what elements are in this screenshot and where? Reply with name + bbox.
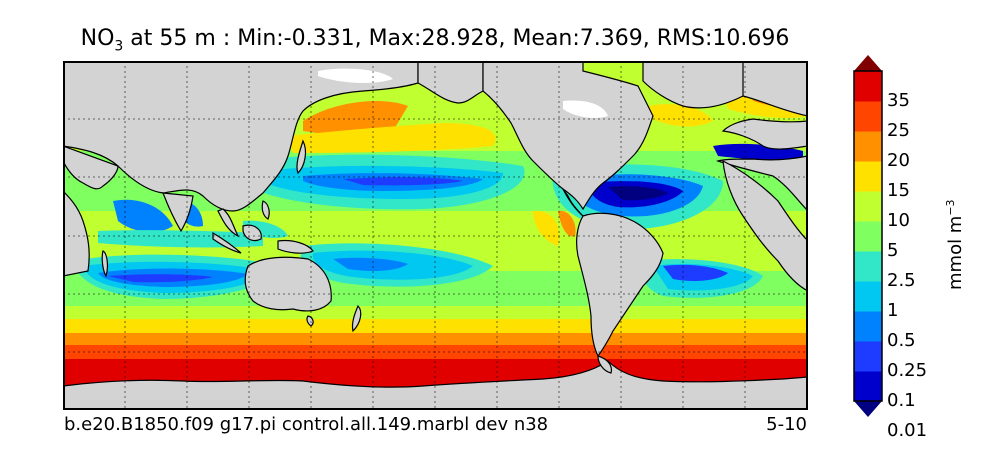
- title-variable-subscript: 3: [114, 38, 124, 55]
- ocean-map: [63, 61, 808, 410]
- colorbar-cell: [854, 161, 882, 192]
- colorbar-tick-label: 0.25: [887, 360, 928, 381]
- colorbar-cell: [854, 341, 882, 372]
- colorbar-cell: [854, 191, 882, 222]
- colorbar: [853, 55, 883, 417]
- field-labrador-yellow: [648, 104, 713, 127]
- title-variable: NO: [80, 26, 115, 51]
- land-madagascar: [101, 250, 109, 278]
- chart-title: NO3 at 55 m : Min:-0.331, Max:28.928, Me…: [0, 26, 870, 54]
- field-satl-gyre-blue: [663, 264, 728, 281]
- land-new-guinea: [277, 239, 314, 254]
- colorbar-tick-label: 20: [887, 150, 910, 171]
- land-sumatra: [212, 231, 242, 254]
- land-west-africa: [722, 159, 808, 292]
- map-border: [63, 61, 808, 410]
- colorbar-tick-label: 1: [887, 300, 899, 321]
- field-south-2: [63, 319, 808, 333]
- colorbar-cell: [854, 371, 882, 402]
- field-south-4: [63, 345, 808, 359]
- field-etp-yellow: [533, 210, 560, 246]
- colorbar-tick-label: 25: [887, 120, 910, 141]
- colorbar-cell: [854, 221, 882, 252]
- field-subpolar-pacific-orange: [303, 101, 408, 135]
- colorbar-tick-label: 2.5: [887, 270, 916, 291]
- land-se-asia: [217, 208, 240, 238]
- land-europe: [742, 61, 808, 117]
- land-philippines: [261, 200, 270, 220]
- colorbar-label: mmol m−3: [944, 199, 966, 290]
- land-iberia: [721, 118, 808, 150]
- colorbar-cell: [854, 251, 882, 282]
- land-borneo: [242, 224, 262, 242]
- land-asia: [63, 61, 419, 212]
- colorbar-tick-label: 35: [887, 90, 910, 111]
- land-africa: [63, 145, 119, 190]
- colorbar-tick-label: 0.1: [887, 390, 916, 411]
- colorbar-tick-label: 0.01: [887, 420, 928, 441]
- colorbar-tick-label: 0.5: [887, 330, 916, 351]
- field-south-3: [63, 333, 808, 345]
- land-india: [162, 192, 194, 233]
- land-south-america: [576, 212, 664, 358]
- field-arabian-sea: [113, 199, 173, 233]
- colorbar-cell: [854, 71, 882, 102]
- colorbar-cell: [854, 311, 882, 342]
- field-spac-gyre-blue: [333, 257, 408, 272]
- colorbar-extend-bottom: [854, 401, 882, 417]
- colorbar-cell: [854, 131, 882, 162]
- colorbar-tick-label: 10: [887, 210, 910, 231]
- sea-ice-hudson: [563, 100, 608, 119]
- colorbar-label-exponent: −3: [944, 199, 957, 216]
- field-natl-gyre-deep: [608, 186, 668, 201]
- colorbar-border: [853, 70, 883, 402]
- land-east-africa: [63, 190, 90, 277]
- colorbar-label-main: mmol m: [945, 215, 966, 290]
- field-south-1: [63, 306, 808, 319]
- colorbar-tick-label: 5: [887, 240, 899, 261]
- sea-ice-arctic: [318, 68, 393, 83]
- field-subpolar-pacific-yellow: [288, 123, 496, 153]
- land-africa-right: [715, 155, 808, 212]
- colorbar-tick-label: 15: [887, 180, 910, 201]
- colorbar-extend-top: [854, 55, 882, 71]
- land-new-zealand: [351, 304, 362, 333]
- field-etp-orange: [558, 210, 576, 237]
- land-antarctic-peninsula: [597, 355, 613, 374]
- graticule: [63, 61, 808, 410]
- case-name-caption: b.e20.B1850.f09 g17.pi control.all.149.m…: [64, 414, 549, 435]
- land-north-america: [482, 61, 654, 211]
- years-caption: 5-10: [766, 414, 807, 435]
- land-australia: [244, 256, 332, 312]
- land-japan: [296, 139, 307, 175]
- colorbar-cell: [854, 101, 882, 132]
- colorbar-cell: [854, 281, 882, 312]
- field-npac-gyre-core: [343, 177, 463, 186]
- title-stats: at 55 m : Min:-0.331, Max:28.928, Mean:7…: [123, 26, 790, 51]
